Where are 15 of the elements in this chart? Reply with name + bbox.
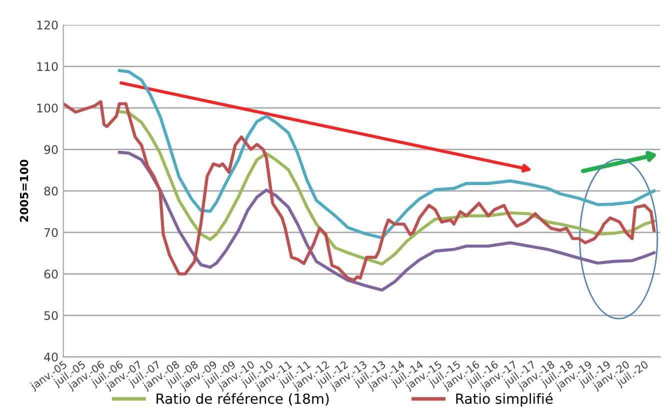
y-tick-label: 70 — [44, 228, 58, 238]
y-tick-label: 100 — [37, 104, 58, 113]
legend-label: Ratio de référence (18m) — [156, 392, 329, 406]
line-series — [118, 150, 656, 292]
y-tick-label: 90 — [44, 145, 58, 154]
line-series — [63, 100, 656, 282]
y-axis-title: 2005=100 — [20, 160, 28, 222]
y-tick-label: 120 — [37, 20, 58, 30]
y-tick-label: 40 — [44, 352, 58, 362]
line-series — [118, 69, 656, 240]
y-tick-label: 50 — [44, 311, 58, 320]
y-tick-label: 110 — [37, 62, 58, 72]
y-tick-label: 60 — [44, 270, 58, 279]
legend-label: Ratio simplifié — [456, 392, 553, 407]
y-tick-label: 80 — [44, 186, 58, 196]
